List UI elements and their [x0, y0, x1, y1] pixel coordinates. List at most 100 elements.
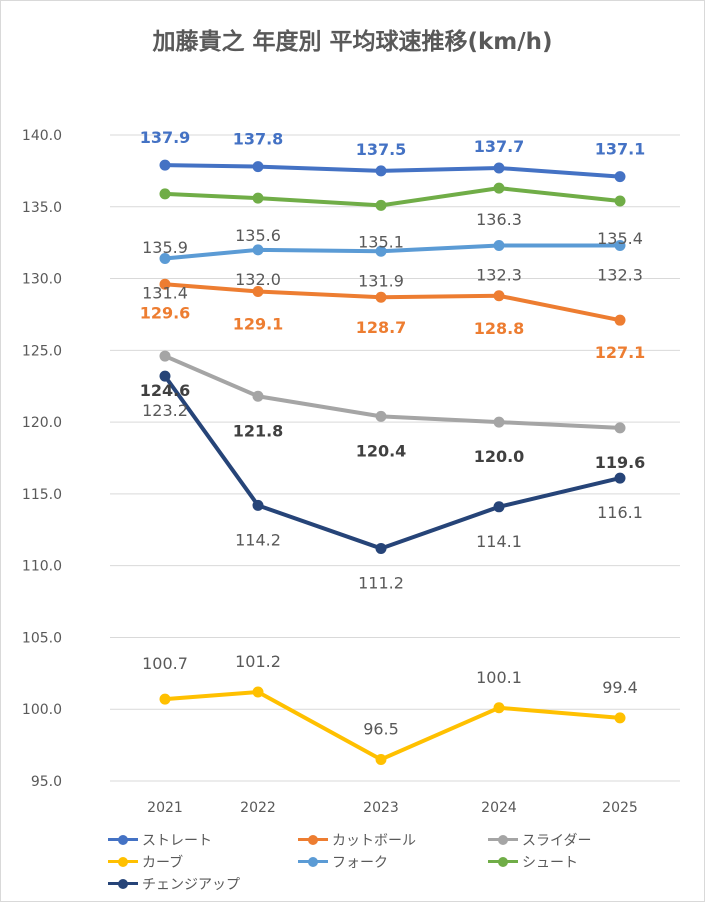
data-label: 123.2 — [142, 401, 188, 420]
y-tick-label: 100.0 — [22, 702, 62, 718]
data-label: 132.0 — [235, 270, 281, 289]
x-tick-label: 2021 — [147, 800, 183, 816]
data-label: 135.4 — [597, 229, 643, 248]
data-point — [159, 159, 171, 171]
data-point — [159, 188, 171, 200]
data-point — [252, 244, 264, 256]
data-point — [252, 686, 264, 698]
y-tick-label: 130.0 — [22, 272, 62, 288]
y-tick-label: 120.0 — [22, 415, 62, 431]
data-label: 129.1 — [233, 314, 284, 333]
data-label: 116.1 — [597, 503, 643, 522]
data-label: 132.3 — [476, 266, 522, 285]
data-label: 101.2 — [235, 652, 281, 671]
legend-item: スライダー — [488, 830, 591, 850]
legend-marker — [498, 857, 508, 867]
data-point — [614, 195, 626, 207]
x-tick-label: 2022 — [240, 800, 276, 816]
y-tick-label: 95.0 — [31, 774, 62, 790]
data-point — [252, 285, 264, 297]
y-tick-label: 115.0 — [22, 487, 62, 503]
legend-marker — [308, 835, 318, 845]
data-label: 128.7 — [356, 318, 407, 337]
legend-item: カーブ — [108, 852, 183, 872]
legend-label: スライダー — [522, 833, 592, 849]
data-point — [375, 199, 387, 211]
legend-marker — [118, 857, 128, 867]
legend-swatch — [298, 852, 328, 872]
data-label: 131.4 — [142, 283, 188, 302]
data-point — [493, 290, 505, 302]
data-point — [159, 252, 171, 264]
data-point — [252, 161, 264, 173]
data-point — [375, 291, 387, 303]
data-label: 124.6 — [140, 381, 191, 400]
data-label: 137.8 — [233, 130, 284, 149]
data-point — [375, 753, 387, 765]
data-point — [493, 162, 505, 174]
data-point — [614, 171, 626, 183]
data-label: 129.6 — [140, 303, 191, 322]
legend-swatch — [298, 830, 328, 850]
data-label: 137.1 — [595, 140, 646, 159]
data-point — [159, 693, 171, 705]
legend-label: フォーク — [332, 855, 388, 871]
x-tick-label: 2025 — [602, 800, 638, 816]
data-point — [159, 350, 171, 362]
legend-swatch — [108, 852, 138, 872]
data-label: 137.7 — [474, 137, 525, 156]
data-label: 114.1 — [476, 532, 522, 551]
data-label: 120.0 — [474, 447, 525, 466]
data-label: 137.9 — [140, 128, 191, 147]
legend-label: シュート — [522, 855, 578, 871]
legend-marker — [498, 835, 508, 845]
data-label: 120.4 — [356, 441, 407, 460]
legend-item: チェンジアップ — [108, 874, 240, 894]
legend-label: カーブ — [142, 855, 184, 871]
data-point — [614, 422, 626, 434]
data-label: 96.5 — [363, 719, 399, 738]
legend-marker — [118, 835, 128, 845]
y-tick-label: 140.0 — [22, 128, 62, 144]
data-point — [493, 501, 505, 513]
data-label: 121.8 — [233, 421, 284, 440]
data-label: 135.9 — [142, 238, 188, 257]
data-label: 128.8 — [474, 319, 525, 338]
data-label: 119.6 — [595, 453, 646, 472]
data-point — [252, 192, 264, 204]
legend-marker — [308, 857, 318, 867]
data-point — [493, 416, 505, 428]
x-tick-label: 2024 — [481, 800, 517, 816]
data-label: 135.6 — [235, 226, 281, 245]
y-tick-label: 110.0 — [22, 559, 62, 575]
legend-label: チェンジアップ — [142, 877, 240, 893]
data-point — [614, 240, 626, 252]
data-label: 100.7 — [142, 654, 188, 673]
legend-marker — [118, 879, 128, 889]
data-label: 114.2 — [235, 530, 281, 549]
series-line — [163, 374, 622, 551]
y-tick-label: 105.0 — [22, 630, 62, 646]
data-point — [375, 410, 387, 422]
data-label: 99.4 — [602, 678, 638, 697]
series-line — [163, 186, 622, 208]
legend-item: カットボール — [298, 830, 416, 850]
legend-item: フォーク — [298, 852, 388, 872]
y-tick-label: 125.0 — [22, 343, 62, 359]
data-label: 132.3 — [597, 266, 643, 285]
data-point — [159, 278, 171, 290]
legend-swatch — [488, 830, 518, 850]
data-label: 127.1 — [595, 343, 646, 362]
legend-label: カットボール — [332, 833, 416, 849]
chart-title: 加藤貴之 年度別 平均球速推移(km/h) — [152, 29, 553, 55]
data-label: 136.3 — [476, 210, 522, 229]
data-point — [493, 240, 505, 252]
data-label: 111.2 — [358, 573, 404, 592]
legend-swatch — [108, 830, 138, 850]
data-label: 100.1 — [476, 668, 522, 687]
data-point — [252, 390, 264, 402]
data-point — [614, 712, 626, 724]
legend-label: ストレート — [142, 833, 212, 849]
